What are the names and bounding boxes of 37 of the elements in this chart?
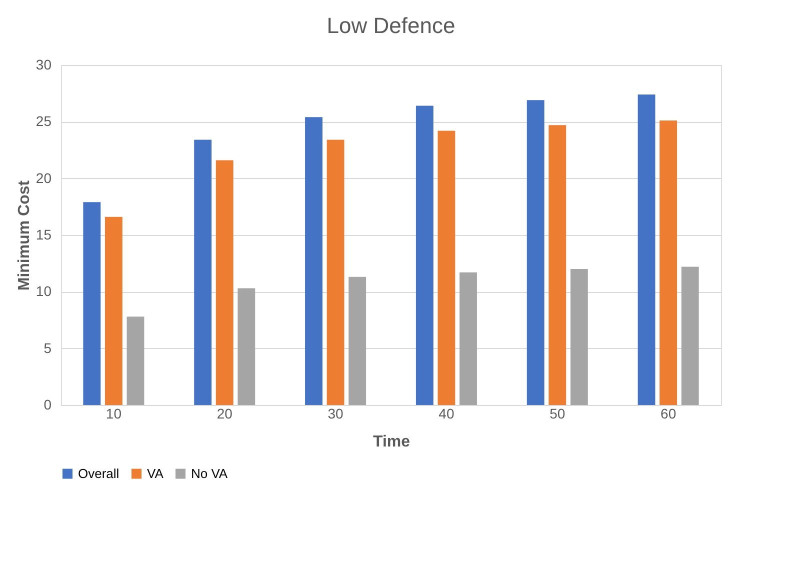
y-tick-label: 5 bbox=[44, 340, 52, 356]
x-tick-label: 20 bbox=[216, 406, 233, 422]
y-tick-label: 15 bbox=[36, 226, 52, 242]
y-axis-title: Minimum Cost bbox=[16, 180, 33, 291]
y-tick-label: 25 bbox=[36, 113, 52, 130]
chart-title: Low Defence bbox=[326, 13, 456, 38]
x-tick-label: 40 bbox=[438, 406, 454, 422]
y-tick-label: 10 bbox=[36, 283, 52, 300]
bar bbox=[326, 140, 344, 405]
y-tick-label: 0 bbox=[44, 396, 52, 412]
bar bbox=[438, 130, 456, 405]
bar bbox=[104, 216, 122, 405]
bar bbox=[548, 125, 566, 405]
bar bbox=[460, 272, 477, 405]
bar bbox=[570, 269, 588, 405]
legend-label: VA bbox=[147, 466, 164, 481]
x-tick-label: 30 bbox=[328, 406, 344, 422]
y-tick-label: 30 bbox=[36, 56, 52, 72]
bar bbox=[238, 288, 256, 405]
bar bbox=[126, 316, 144, 405]
bar bbox=[526, 100, 544, 405]
y-tick-label: 20 bbox=[36, 170, 52, 186]
bar bbox=[83, 202, 101, 405]
bar bbox=[416, 106, 434, 405]
bar bbox=[216, 160, 234, 405]
bar bbox=[194, 140, 212, 405]
x-tick-label: 60 bbox=[660, 406, 676, 422]
legend-label: No VA bbox=[191, 466, 228, 481]
x-tick-label: 50 bbox=[550, 406, 566, 422]
legend-label: Overall bbox=[78, 466, 120, 481]
bar bbox=[681, 266, 699, 405]
x-axis-title: Time bbox=[372, 434, 410, 450]
bar bbox=[305, 117, 322, 405]
bar bbox=[638, 94, 656, 405]
x-tick-label: 10 bbox=[106, 406, 122, 422]
bar bbox=[660, 120, 678, 405]
bar bbox=[348, 276, 366, 405]
